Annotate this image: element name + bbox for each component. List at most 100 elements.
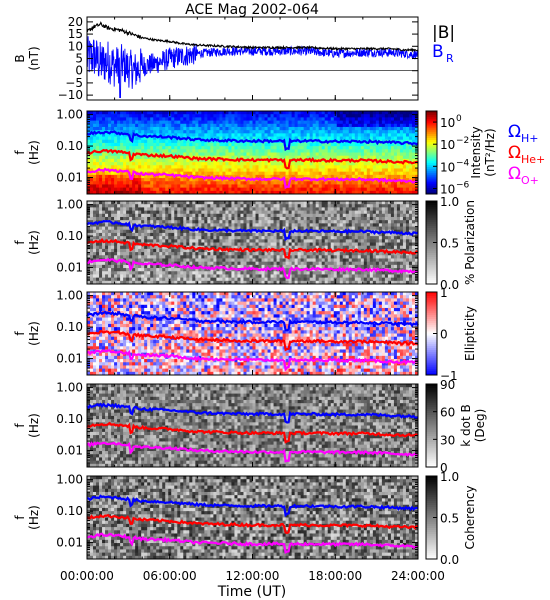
spectrogram-cell [216,187,220,192]
spectrogram-cell [186,158,190,163]
spectrogram-cell [174,117,178,121]
spectrogram-cell [210,204,214,208]
spectrogram-cell [234,146,238,150]
spectrogram-cell [132,123,136,128]
spectrogram-cell [90,220,94,224]
spectrogram-cell [267,142,271,147]
spectrogram-cell [123,213,127,218]
spectrogram-cell [261,280,265,285]
spectrogram-cell [228,187,232,192]
spectrogram-cell [168,271,172,275]
spectrogram-cell [348,111,353,115]
spectrogram-cell [108,277,112,282]
spectrogram-cell [339,174,344,179]
spectrogram-cell [186,268,190,272]
spectrogram-cell [282,204,286,208]
spectrogram-cell [237,201,241,205]
spectrogram-cell [126,187,130,192]
spectrogram-cell [234,239,238,243]
panel-polarization: 1.000.100.01f (Hz)1.00.50.0% Polarization [13,195,477,292]
spectrogram-cell [135,155,139,160]
spectrogram-cell [270,162,274,166]
y-tick-label: 1.00 [56,108,83,122]
spectrogram-cell [405,130,410,134]
spectrogram-cell [402,181,407,185]
spectrogram-cell [114,146,118,150]
spectrogram-cell [138,216,142,221]
spectrogram-cell [219,274,223,279]
spectrogram-cell [261,117,265,121]
spectrogram-cell [210,165,214,169]
spectrogram-cell [144,236,148,240]
spectrogram-cell [342,126,347,131]
spectrogram-cell [207,149,211,153]
spectrogram-cell [384,162,389,166]
spectrogram-cell [186,236,190,240]
spectrogram-cell [120,255,124,259]
spectrogram-cell [204,120,208,125]
spectrogram-cell [117,171,121,176]
spectrogram-cell [105,111,109,115]
spectrogram-cell [366,171,371,176]
spectrogram-cell [246,201,250,205]
spectrogram-cell [99,142,103,147]
spectrogram-cell [174,258,178,263]
spectrogram-cell [102,133,106,137]
spectrogram-cell [237,216,241,221]
spectrogram-cell [396,165,401,169]
spectrogram-cell [219,248,223,253]
spectrogram-cell [285,114,290,118]
spectrogram-cell [171,232,175,237]
spectrogram-cell [201,152,205,157]
spectrogram-cell [195,229,199,234]
spectrogram-cell [387,120,392,125]
spectrogram-cell [234,226,238,231]
spectrogram-cell [123,114,127,118]
spectrogram-cell [252,213,256,218]
spectrogram-cell [282,245,286,250]
spectrogram-cell [114,255,118,259]
spectrogram-cell [300,252,305,256]
spectrogram-cell [105,274,109,279]
spectrogram-cell [105,229,109,234]
spectrogram-cell [309,168,314,173]
spectrogram-cell [180,274,184,279]
spectrogram-cell [261,201,265,205]
spectrogram-cell [246,165,250,169]
legend-b-r-subscript: R [446,52,454,65]
spectrogram-cell [339,136,344,141]
spectrogram-cell [108,181,112,185]
spectrogram-cell [90,126,94,131]
spectrogram-cell [315,146,320,150]
spectrogram-cell [216,190,220,195]
spectrogram-cell [303,152,308,157]
spectrogram-cell [123,268,127,272]
spectrogram-cell [138,271,142,275]
spectrogram-cell [261,261,265,266]
spectrogram-cell [93,133,97,137]
spectrogram-cell [234,204,238,208]
spectrogram-cell [165,120,169,125]
spectrogram-cell [267,187,271,192]
spectrogram-cell [225,220,229,224]
spectrogram-cell [180,271,184,275]
spectrogram-cell [303,155,308,160]
spectrogram-cell [261,213,265,218]
spectrogram-cell [243,268,247,272]
spectrogram-cell [315,120,320,125]
spectrogram-cell [114,139,118,144]
spectrogram-cell [243,146,247,150]
spectrogram-cell [198,184,202,189]
spectrogram-cell [210,181,214,185]
spectrogram-cell [399,155,404,160]
spectrogram-cell [198,232,202,237]
spectrogram-cell [270,142,274,147]
spectrogram-cell [264,117,268,121]
spectrogram-cell [153,264,157,269]
spectrogram-cell [258,123,262,128]
spectrogram-cell [153,123,157,128]
spectrogram-cell [288,223,293,227]
spectrogram-cell [267,242,271,247]
spectrogram-cell [309,114,314,118]
spectrogram-cell [198,220,202,224]
